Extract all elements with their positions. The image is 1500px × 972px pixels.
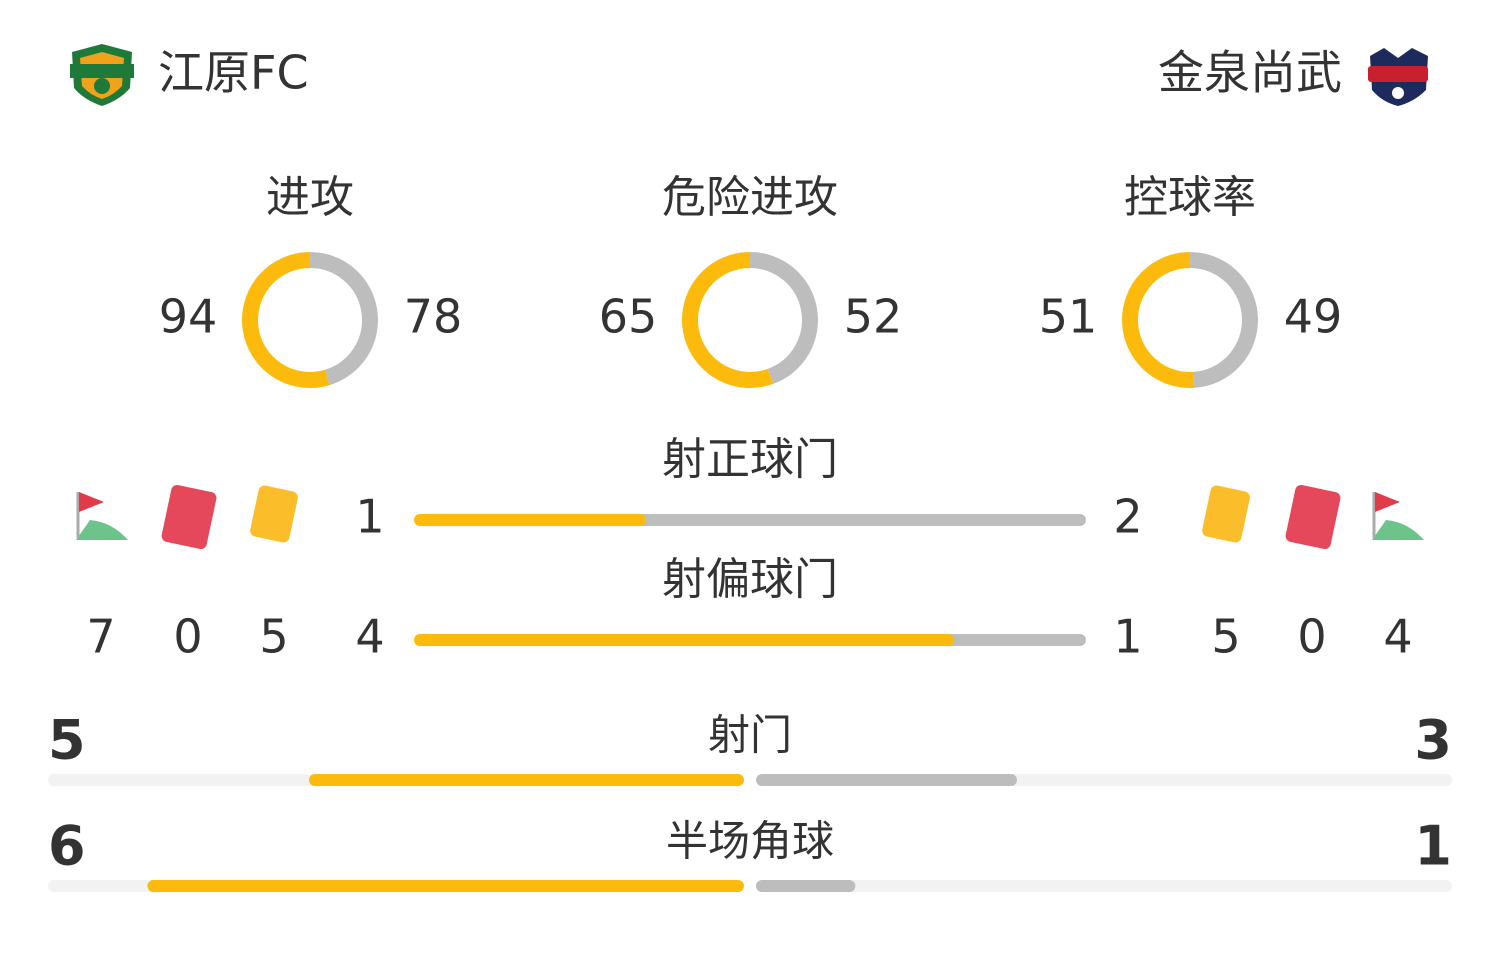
split-away-bar	[756, 880, 856, 892]
away-logo	[1368, 48, 1428, 106]
ring-home-value: 65	[599, 290, 658, 344]
corner-flag-icon	[1372, 492, 1424, 540]
away-corners: 4	[1383, 610, 1412, 664]
bar-away-value: 1	[1113, 610, 1142, 664]
away-team-name: 金泉尚武	[1158, 46, 1342, 100]
ring-away-value: 78	[404, 290, 463, 344]
home-logo	[70, 44, 134, 106]
split-away-value: 1	[1414, 815, 1452, 878]
bar-away-value: 2	[1113, 490, 1142, 544]
red-card-icon	[161, 484, 217, 550]
red-card-icon	[1285, 484, 1341, 550]
split-home-bar	[309, 774, 744, 786]
yellow-card-icon	[1202, 485, 1250, 543]
ring-home-arc	[682, 252, 774, 388]
home-corners: 7	[86, 610, 115, 664]
bar-label: 射正球门	[662, 434, 838, 485]
ring-home-arc	[1122, 252, 1195, 388]
split-home-value: 5	[48, 709, 86, 772]
split-home-bar	[147, 880, 744, 892]
split-away-value: 3	[1414, 709, 1452, 772]
ring-home-arc	[242, 252, 330, 388]
split-label: 半场角球	[666, 817, 834, 866]
home-team-name: 江原FC	[158, 46, 309, 100]
away-yellow-cards: 5	[1211, 610, 1240, 664]
ring-label: 控球率	[1124, 172, 1256, 223]
bar-label: 射偏球门	[662, 554, 838, 605]
ring-away-arc	[749, 252, 818, 384]
ring-away-arc	[309, 252, 378, 386]
away-red-cards: 0	[1297, 610, 1326, 664]
ring-label: 进攻	[266, 172, 354, 223]
split-away-bar	[756, 774, 1017, 786]
bar-home-value: 4	[355, 610, 384, 664]
split-label: 射门	[708, 711, 792, 760]
corner-flag-icon	[76, 492, 128, 540]
ring-away-arc	[1189, 252, 1258, 388]
ring-home-value: 51	[1039, 290, 1098, 344]
ring-label: 危险进攻	[662, 172, 838, 223]
split-home-value: 6	[48, 815, 86, 878]
home-red-cards: 0	[173, 610, 202, 664]
split-track	[756, 880, 1452, 892]
bar-home-value: 1	[355, 490, 384, 544]
yellow-card-icon	[250, 485, 298, 543]
home-yellow-cards: 5	[259, 610, 288, 664]
ring-home-value: 94	[159, 290, 218, 344]
ring-away-value: 49	[1284, 290, 1343, 344]
ring-away-value: 52	[844, 290, 903, 344]
